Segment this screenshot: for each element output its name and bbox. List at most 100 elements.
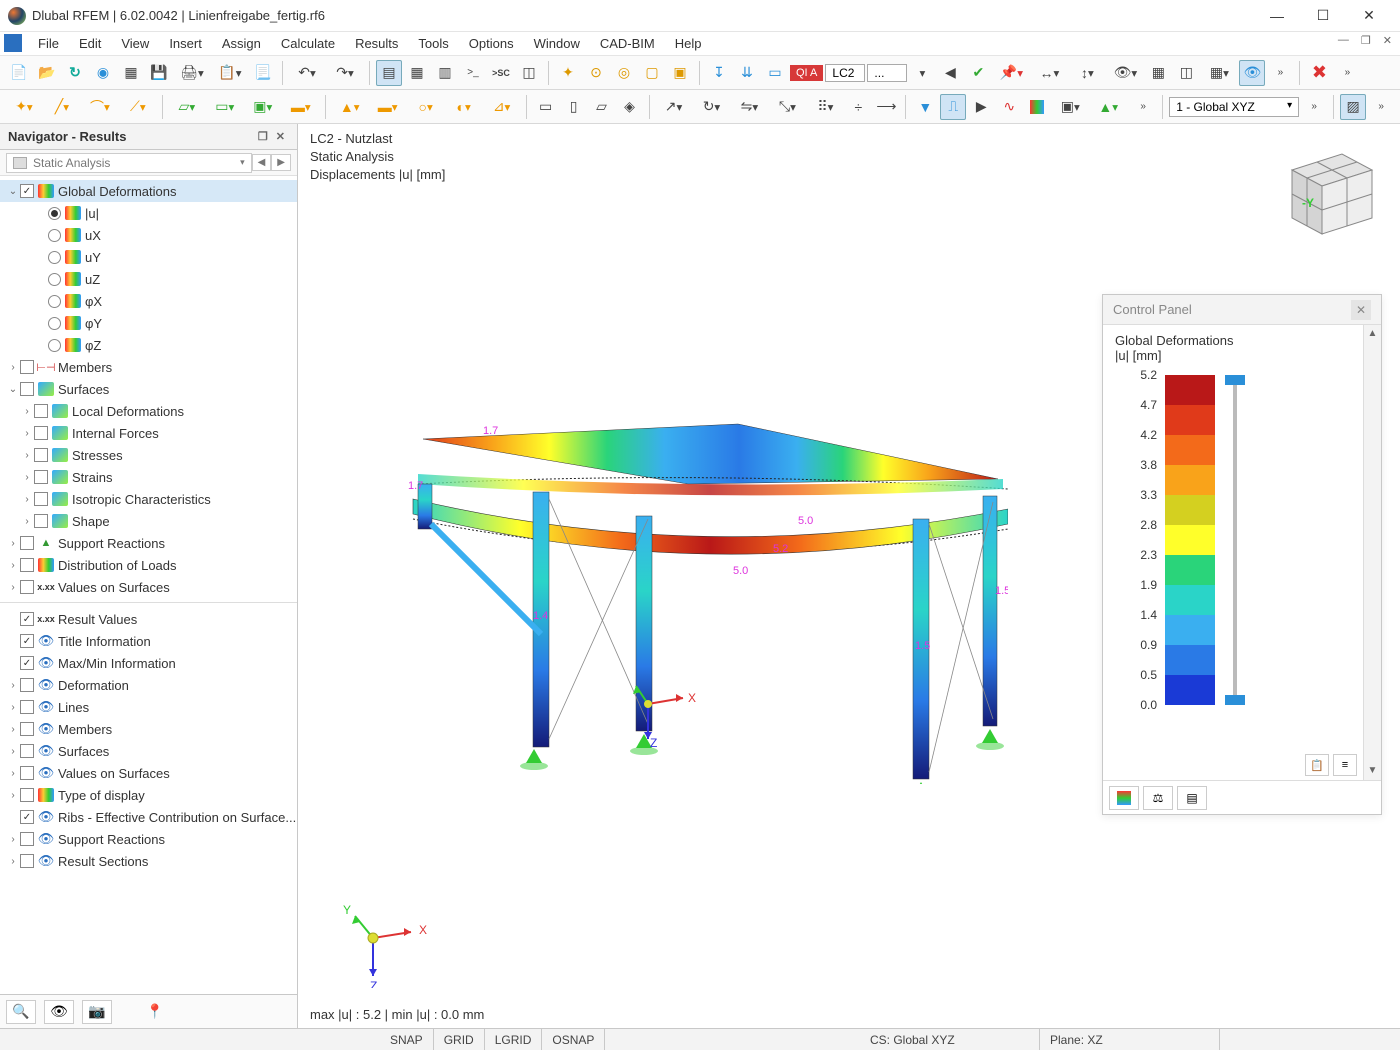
block-button[interactable]: ▦ [118, 60, 144, 86]
tree-item[interactable]: ›Type of display [0, 784, 297, 806]
lc-select-dots[interactable]: ... [867, 64, 907, 82]
results-toggle-button[interactable]: 👁 [1239, 60, 1265, 86]
numbering-button[interactable]: ▦ [1145, 60, 1171, 86]
line-tool-button[interactable]: ╱▾ [44, 94, 80, 120]
visibility-button[interactable]: 👁▾ [1107, 60, 1143, 86]
view-top-button[interactable]: ▱ [589, 94, 615, 120]
more-button[interactable]: » [1334, 60, 1360, 86]
select-members-button[interactable]: ◎ [611, 60, 637, 86]
rotate-button[interactable]: ↻▾ [694, 94, 730, 120]
tree-item[interactable]: ›Strains [0, 466, 297, 488]
view-table-button[interactable]: ▦ [404, 60, 430, 86]
workplane-button[interactable]: ▨ [1340, 94, 1366, 120]
tree-item[interactable]: ›Internal Forces [0, 422, 297, 444]
tree-item[interactable]: ›👁Surfaces [0, 740, 297, 762]
menu-results[interactable]: Results [345, 34, 408, 53]
filter-button[interactable]: ▼ [912, 94, 938, 120]
solid-tool-button[interactable]: ▣▾ [245, 94, 281, 120]
status-osnap[interactable]: OSNAP [542, 1029, 605, 1050]
nav-pin-button[interactable]: 📍 [140, 1000, 170, 1024]
menu-logo-icon[interactable] [4, 34, 22, 52]
maximize-button[interactable]: ☐ [1300, 7, 1346, 24]
deform-button[interactable]: ⎍ [940, 94, 966, 120]
tree-item[interactable]: ›Local Deformations [0, 400, 297, 422]
nav-show-button[interactable]: 👁 [44, 1000, 74, 1024]
hinge-button[interactable]: ○▾ [408, 94, 444, 120]
tree-item[interactable]: x.xxResult Values [0, 608, 297, 630]
thickness-tool-button[interactable]: ▬▾ [283, 94, 319, 120]
more-results-button[interactable]: » [1130, 94, 1156, 120]
more-toolbar-button[interactable]: » [1267, 60, 1293, 86]
array-button[interactable]: ⠿▾ [807, 94, 843, 120]
menu-window[interactable]: Window [524, 34, 590, 53]
dim-x-button[interactable]: ↔▾ [1031, 60, 1067, 86]
tree-item[interactable]: ⌄Global Deformations [0, 180, 297, 202]
tree-item[interactable]: ›⊢⊣Members [0, 356, 297, 378]
report-button[interactable]: 📃 [250, 60, 276, 86]
cloud-button[interactable]: ↻ [62, 60, 88, 86]
menu-view[interactable]: View [111, 34, 159, 53]
view-side-button[interactable]: ▯ [561, 94, 587, 120]
control-panel-close-button[interactable]: ✕ [1351, 300, 1371, 320]
nav-prev-button[interactable]: ◀ [252, 154, 272, 171]
open-button[interactable]: 📂 [34, 60, 60, 86]
tree-item[interactable]: ›Distribution of Loads [0, 554, 297, 576]
copy-button[interactable]: 📋▾ [212, 60, 248, 86]
save-button[interactable]: 💾 [146, 60, 172, 86]
menu-calculate[interactable]: Calculate [271, 34, 345, 53]
tree-item[interactable]: φZ [0, 334, 297, 356]
legend-tab-factors[interactable]: ⚖ [1143, 786, 1173, 810]
tree-item[interactable]: ›Isotropic Characteristics [0, 488, 297, 510]
node-tool-button[interactable]: ✦▾ [6, 94, 42, 120]
view-cube[interactable]: -Y [1272, 142, 1382, 242]
scale-button[interactable]: ⤡▾ [769, 94, 805, 120]
nav-next-button[interactable]: ▶ [271, 154, 291, 171]
tree-item[interactable]: ›👁Result Sections [0, 850, 297, 872]
view-front-button[interactable]: ▭ [533, 94, 559, 120]
support-line-button[interactable]: ▬▾ [370, 94, 406, 120]
menu-assign[interactable]: Assign [212, 34, 271, 53]
view-iso-button[interactable]: ◈ [617, 94, 643, 120]
legend-settings-button[interactable]: ≡ [1333, 754, 1357, 776]
select-solids-button[interactable]: ▣ [667, 60, 693, 86]
extend-button[interactable]: ⟶ [873, 94, 899, 120]
legend-range-slider[interactable] [1225, 375, 1255, 705]
tree-item[interactable]: 👁Ribs - Effective Contribution on Surfac… [0, 806, 297, 828]
coord-system-select[interactable]: 1 - Global XYZ ▾ [1169, 97, 1299, 117]
slider-min-handle[interactable] [1225, 695, 1245, 705]
support-results-button[interactable]: ▲▾ [1090, 94, 1126, 120]
mdi-minimize-button[interactable]: — [1334, 34, 1353, 47]
tree-item[interactable]: φY [0, 312, 297, 334]
more-end-button[interactable]: » [1368, 94, 1394, 120]
menu-help[interactable]: Help [665, 34, 712, 53]
slider-max-handle[interactable] [1225, 375, 1245, 385]
status-grid[interactable]: GRID [434, 1029, 485, 1050]
tree-item[interactable]: ›👁Members [0, 718, 297, 740]
select-surfaces-button[interactable]: ▢ [639, 60, 665, 86]
tree-item[interactable]: uY [0, 246, 297, 268]
tree-item[interactable]: ›👁Values on Surfaces [0, 762, 297, 784]
more-coord-button[interactable]: » [1301, 94, 1327, 120]
view-data-button[interactable]: ▤ [376, 60, 402, 86]
tree-item[interactable]: ›x.xxValues on Surfaces [0, 576, 297, 598]
new-button[interactable]: 📄 [6, 60, 32, 86]
tree-item[interactable]: uZ [0, 268, 297, 290]
mdi-restore-button[interactable]: ❐ [1357, 34, 1375, 47]
model-view[interactable]: 1.7 1.7 5.0 5.2 5.0 1.4 1.5 1.5 X Z [358, 324, 1008, 784]
mirror-button[interactable]: ⇋▾ [731, 94, 767, 120]
control-panel-header[interactable]: Control Panel ✕ [1103, 295, 1381, 325]
tree-item[interactable]: 👁Title Information [0, 630, 297, 652]
legend-tab-colors[interactable] [1109, 786, 1139, 810]
delete-button[interactable]: ✖ [1306, 60, 1332, 86]
console-button[interactable]: >_ [460, 60, 486, 86]
select-nodes-button[interactable]: ✦ [555, 60, 581, 86]
animate-button[interactable]: ▶ [968, 94, 994, 120]
diagram-button[interactable]: ∿ [996, 94, 1022, 120]
status-snap[interactable]: SNAP [380, 1029, 434, 1050]
opening-tool-button[interactable]: ▭▾ [207, 94, 243, 120]
menu-insert[interactable]: Insert [159, 34, 212, 53]
release-button[interactable]: ◐▾ [446, 94, 482, 120]
lc-prev-button[interactable]: ◀ [937, 60, 963, 86]
menu-file[interactable]: File [28, 34, 69, 53]
load-line-button[interactable]: ⇊ [734, 60, 760, 86]
